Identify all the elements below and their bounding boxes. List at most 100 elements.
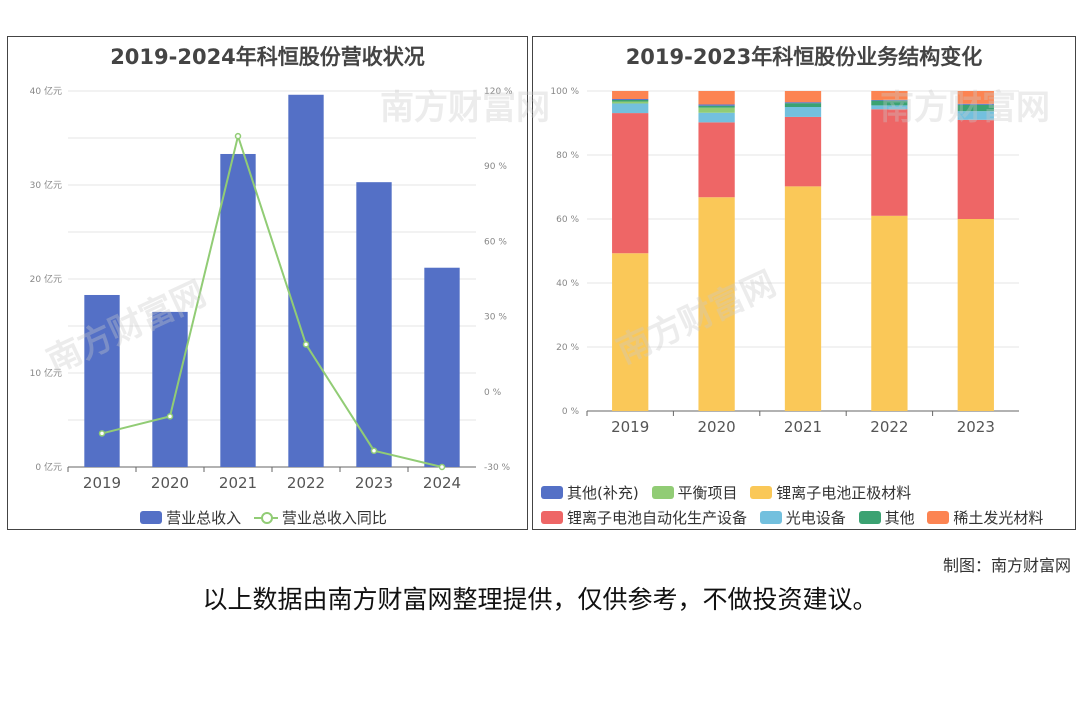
legend-item-revenue[interactable]: 营业总收入 xyxy=(140,507,241,528)
revenue-yoy-point xyxy=(234,132,242,140)
legend-item-automation[interactable]: 锂离子电池自动化生产设备 xyxy=(541,507,747,528)
y-right-tick-label: 30 % xyxy=(484,313,507,323)
stack-segment xyxy=(698,104,735,106)
legend-line-revenue-yoy xyxy=(253,511,278,524)
stack-segment xyxy=(698,122,735,198)
stack-segment xyxy=(957,119,994,219)
legend-swatch-optoelectronic xyxy=(759,511,782,524)
revenue-bar xyxy=(356,182,392,467)
revenue-yoy-line xyxy=(101,132,443,468)
y-right-tick-label: 120 % xyxy=(484,87,513,97)
stack-segment xyxy=(871,91,908,100)
legend-item-revenue-yoy[interactable]: 营业总收入同比 xyxy=(253,507,387,528)
stack-segment xyxy=(784,102,822,104)
structure-chart-title: 2019-2023年科恒股份业务结构变化 xyxy=(625,45,983,69)
y-right-tick-label: 0 % xyxy=(484,388,502,398)
stack-segment xyxy=(612,101,649,104)
stack-segment xyxy=(871,215,908,411)
x-tick-label: 2022 xyxy=(870,418,908,436)
legend-label-revenue: 营业总收入 xyxy=(166,509,242,527)
x-tick-label: 2019 xyxy=(611,418,649,436)
x-tick-label: 2021 xyxy=(219,474,257,492)
legend-label-optoelectronic: 光电设备 xyxy=(785,509,846,527)
legend-item-other[interactable]: 其他 xyxy=(858,507,915,528)
stack-segment xyxy=(957,111,994,120)
revenue-yoy-point xyxy=(166,413,174,420)
legend-swatch-balance xyxy=(651,486,674,499)
stack-segment xyxy=(784,107,822,117)
legend-item-other-supplement[interactable]: 其他(补充) xyxy=(541,482,639,503)
legend-label-revenue-yoy: 营业总收入同比 xyxy=(281,509,387,527)
x-tick-label: 2024 xyxy=(423,474,461,492)
x-tick-label: 2021 xyxy=(784,418,822,436)
legend-item-balance[interactable]: 平衡项目 xyxy=(651,482,738,503)
stack-segment xyxy=(957,104,994,112)
legend-item-rare-earth[interactable]: 稀土发光材料 xyxy=(927,507,1043,528)
y-tick-label: 60 % xyxy=(556,215,579,225)
y-right-tick-label: -30 % xyxy=(484,463,511,473)
revenue-bar xyxy=(84,294,120,467)
x-tick-label: 2019 xyxy=(83,474,121,492)
legend-label-automation: 锂离子电池自动化生产设备 xyxy=(567,509,748,527)
legend-item-cathode[interactable]: 锂离子电池正极材料 xyxy=(750,482,911,503)
stack-segment xyxy=(871,105,908,110)
stack-segment xyxy=(698,197,735,411)
legend-swatch-automation xyxy=(541,511,563,524)
footer-disclaimer: 以上数据由南方财富网整理提供，仅供参考，不做投资建议。 xyxy=(202,585,878,614)
stack-segment xyxy=(784,91,822,103)
structure-chart-svg: 0 % 20 % 40 % 60 % 80 % 100 % 2019 2020 2021 2022… xyxy=(550,87,1019,436)
stack-segment xyxy=(612,253,649,411)
y-left-tick-label: 30 亿元 xyxy=(30,179,62,191)
revenue-yoy-point xyxy=(370,447,378,454)
revenue-yoy-point xyxy=(98,430,106,437)
stack-segment xyxy=(612,99,649,102)
y-tick-label: 80 % xyxy=(556,151,579,161)
legend-label-cathode: 锂离子电池正极材料 xyxy=(776,484,912,502)
y-left-tick-label: 0 亿元 xyxy=(35,461,62,473)
stack-segment xyxy=(784,186,822,411)
structure-legend-row-1: 其他(补充) 平衡项目 锂离子电池正极材料 xyxy=(541,482,919,503)
revenue-yoy-point xyxy=(438,463,446,471)
legend-swatch-revenue xyxy=(140,511,163,524)
chart-credit: 制图：南方财富网 xyxy=(942,556,1071,575)
legend-label-balance: 平衡项目 xyxy=(677,484,738,502)
revenue-yoy-point xyxy=(302,341,310,348)
stack-segment xyxy=(612,91,649,99)
stack-segment xyxy=(784,116,822,187)
stack-segment xyxy=(957,91,994,104)
y-tick-label: 100 % xyxy=(550,87,579,97)
stack-segment xyxy=(871,100,908,106)
y-right-tick-label: 90 % xyxy=(484,162,507,172)
stack-segment xyxy=(957,219,994,411)
x-tick-label: 2023 xyxy=(957,418,995,436)
stack-segment xyxy=(871,109,908,216)
revenue-bar xyxy=(424,267,460,467)
legend-label-other-supplement: 其他(补充) xyxy=(567,484,639,502)
revenue-chart-svg: 0 亿元 10 亿元 20 亿元 30 亿元 40 亿元 -30 % 0 % 30 % 60 %… xyxy=(30,85,513,492)
stack-segment xyxy=(698,105,735,108)
stack-segment xyxy=(698,112,735,123)
x-tick-label: 2022 xyxy=(287,474,325,492)
revenue-bar xyxy=(288,94,324,467)
revenue-bar xyxy=(152,311,188,467)
legend-item-optoelectronic[interactable]: 光电设备 xyxy=(759,507,846,528)
revenue-chart-title: 2019-2024年科恒股份营收状况 xyxy=(110,45,425,69)
y-right-tick-label: 60 % xyxy=(484,237,507,247)
revenue-bar xyxy=(220,153,256,467)
structure-legend-row-2: 锂离子电池自动化生产设备 光电设备 其他 稀土发光材料 xyxy=(541,507,1051,528)
structure-chart-panel: 2019-2023年科恒股份业务结构变化 0 % 20 % 40 % 60 % 80 %… xyxy=(532,36,1076,530)
stack-segment xyxy=(957,103,994,105)
y-tick-label: 40 % xyxy=(556,279,579,289)
stack-segment xyxy=(612,99,649,100)
stack-segment xyxy=(698,91,735,105)
x-tick-label: 2023 xyxy=(355,474,393,492)
stack-segment xyxy=(612,103,649,114)
revenue-chart-panel: 2019-2024年科恒股份营收状况 0 亿元 10 亿元 20 亿元 30 亿元 40… xyxy=(7,36,528,530)
revenue-chart-legend: 营业总收入 营业总收入同比 xyxy=(8,507,527,528)
x-tick-label: 2020 xyxy=(151,474,189,492)
y-left-tick-label: 20 亿元 xyxy=(30,273,62,285)
stack-segment xyxy=(871,99,908,101)
legend-swatch-cathode xyxy=(750,486,773,499)
y-tick-label: 0 % xyxy=(562,407,580,417)
legend-label-rare-earth: 稀土发光材料 xyxy=(953,509,1044,527)
